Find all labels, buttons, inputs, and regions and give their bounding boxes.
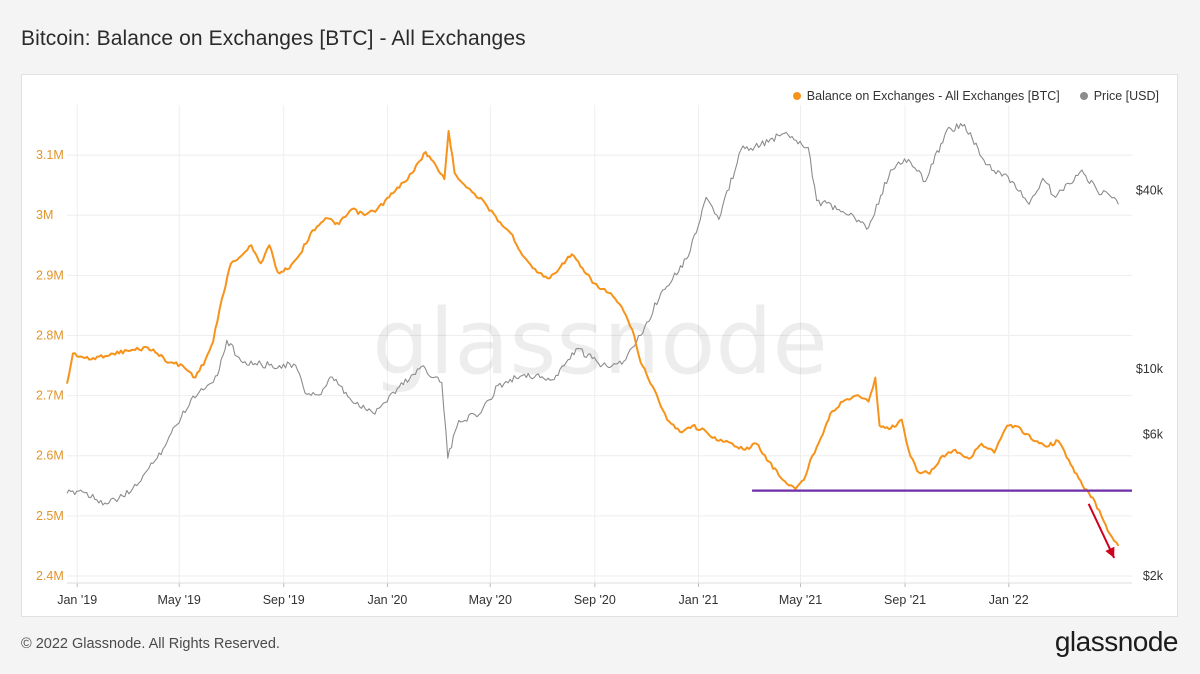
y-left-tick-label: 3M <box>36 208 53 222</box>
x-tick-label: Jan '21 <box>679 593 719 607</box>
watermark: glassnode <box>372 290 828 395</box>
annotations <box>752 489 1132 559</box>
legend-item-balance[interactable]: Balance on Exchanges - All Exchanges [BT… <box>792 89 1060 103</box>
x-tick-label: Jan '22 <box>989 593 1029 607</box>
series-price-line <box>66 123 1119 506</box>
balance-price-chart: glassnode 2.4M 2.5M 2.6M 2.7M 2.8M 2.9M 3M 3.1M… <box>36 105 1164 607</box>
y-right-tick-label: $6k <box>1143 428 1164 442</box>
y-left-tick-label: 2.5M <box>36 509 64 523</box>
x-tick-label: May '20 <box>469 593 512 607</box>
footer-copyright: © 2022 Glassnode. All Rights Reserved. <box>21 636 280 652</box>
glassnode-logo[interactable]: glassnode <box>1054 626 1179 657</box>
axes: 2.4M 2.5M 2.6M 2.7M 2.8M 2.9M 3M 3.1M $2k $6k $10k… <box>36 148 1164 607</box>
chart-legend: Balance on Exchanges - All Exchanges [BT… <box>792 89 1159 103</box>
x-tick-label: Sep '20 <box>574 593 616 607</box>
y-left-tick-label: 2.7M <box>36 389 64 403</box>
grid <box>67 105 1132 583</box>
y-left-tick-label: 3.1M <box>36 148 64 162</box>
legend-label-price: Price [USD] <box>1093 89 1159 103</box>
x-tick-label: May '19 <box>157 593 200 607</box>
legend-item-price[interactable]: Price [USD] <box>1079 89 1159 103</box>
page-title: Bitcoin: Balance on Exchanges [BTC] - Al… <box>21 27 526 50</box>
y-left-tick-label: 2.9M <box>36 268 64 282</box>
x-tick-label: Sep '21 <box>884 593 926 607</box>
y-right-tick-label: $10k <box>1136 362 1164 376</box>
series <box>66 123 1120 547</box>
x-tick-label: Jan '19 <box>57 593 97 607</box>
y-left-tick-label: 2.4M <box>36 569 64 583</box>
series-balance-line <box>66 130 1120 547</box>
legend-dot-balance-icon <box>792 92 801 100</box>
chart-card: glassnode 2.4M 2.5M 2.6M 2.7M 2.8M 2.9M 3M 3.1M… <box>21 74 1178 617</box>
x-tick-label: Jan '20 <box>367 593 407 607</box>
legend-label-balance: Balance on Exchanges - All Exchanges [BT… <box>806 89 1060 103</box>
x-tick-label: Sep '19 <box>263 593 305 607</box>
y-left-tick-label: 2.8M <box>36 328 64 342</box>
x-tick-label: May '21 <box>779 593 822 607</box>
y-right-tick-label: $40k <box>1136 184 1164 198</box>
y-left-tick-label: 2.6M <box>36 449 64 463</box>
y-right-tick-label: $2k <box>1143 569 1164 583</box>
down-arrow-head-icon <box>1105 546 1115 558</box>
legend-dot-price-icon <box>1079 92 1088 100</box>
